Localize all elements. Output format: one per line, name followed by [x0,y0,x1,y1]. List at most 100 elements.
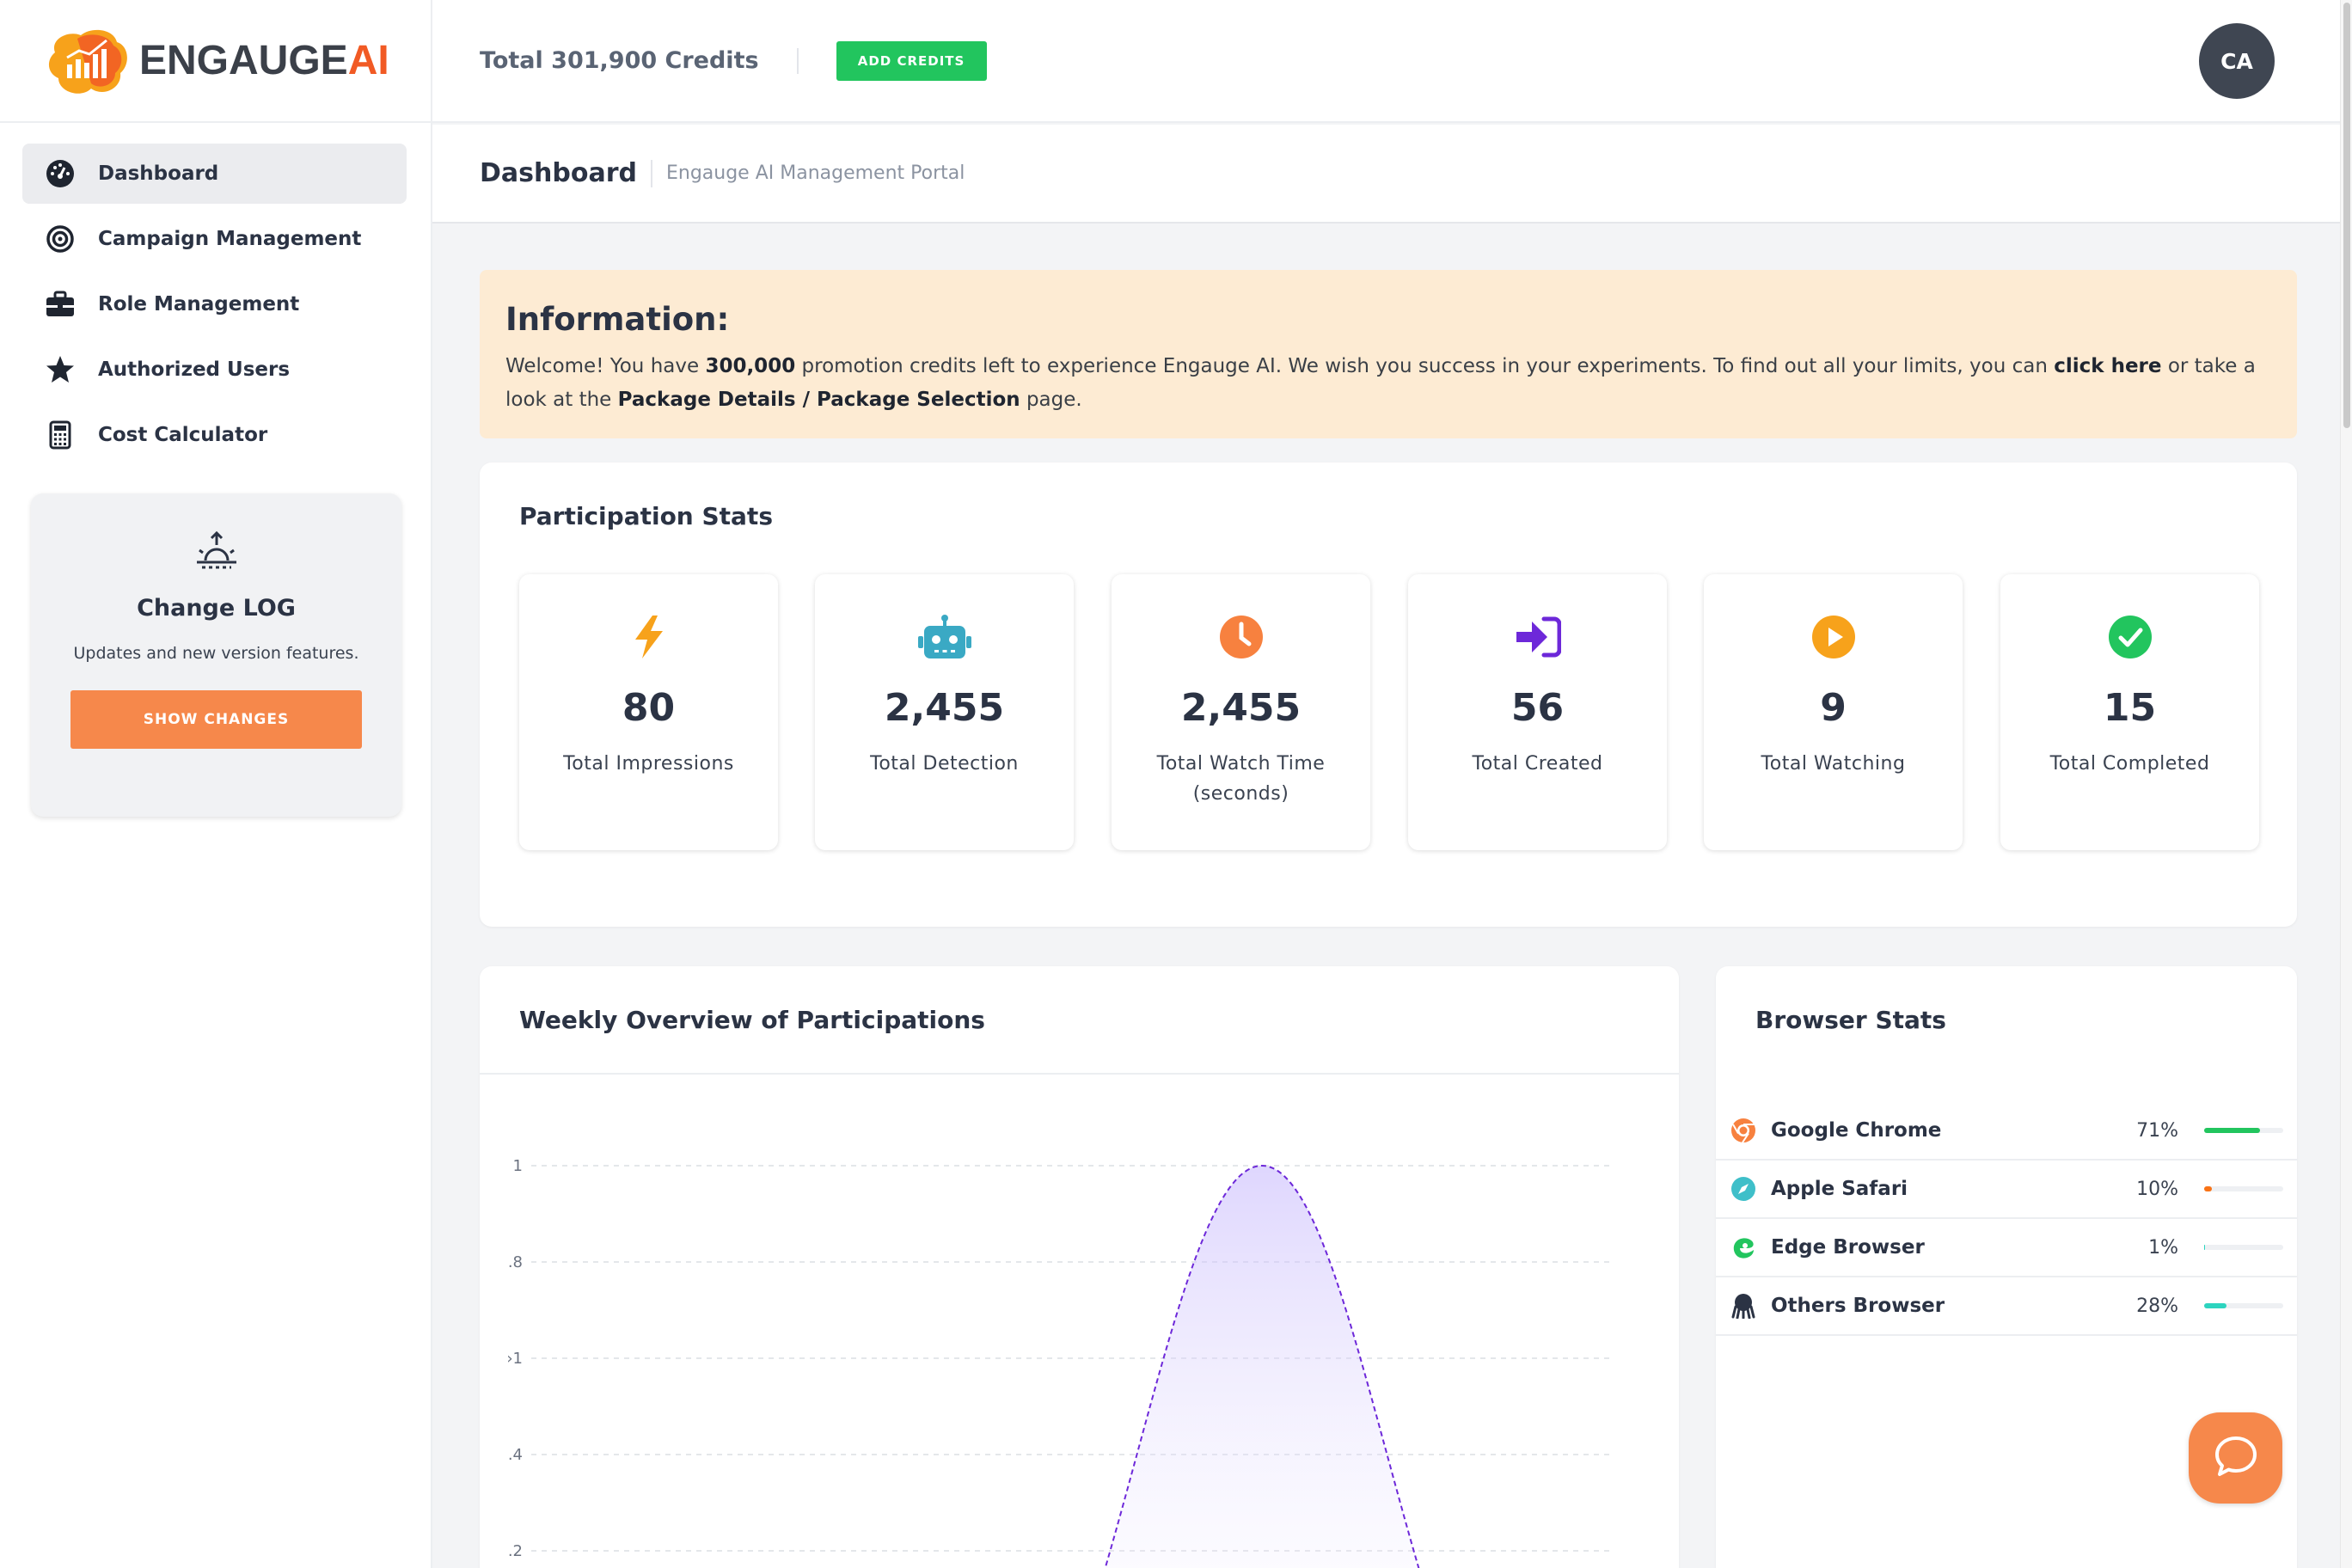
stat-total-created: 56 Total Created [1408,574,1667,850]
stat-value: 2,455 [884,686,1005,730]
header-divider [796,47,799,74]
calculator-icon [45,420,76,450]
browser-row-others: Others Browser 28% [1716,1277,2297,1336]
info-credits: 300,000 [705,355,796,377]
page-scrollbar[interactable] [2340,0,2352,1568]
stat-label: Total Created [1472,753,1603,775]
clock-icon [1112,612,1370,662]
stat-value: 80 [622,686,676,730]
sidebar-item-label: Authorized Users [98,358,291,381]
user-avatar[interactable]: CA [2199,23,2275,99]
info-text: Welcome! You have 300,000 promotion cred… [505,355,2256,411]
sidebar-item-authorized-users[interactable]: Authorized Users [22,340,407,400]
browser-stats-card: Browser Stats Google Chrome 71% Apple Sa… [1716,966,2297,1568]
weekly-overview-title: Weekly Overview of Participations [519,1006,985,1034]
lightning-icon [519,612,778,662]
browser-row-edge: Edge Browser 1% [1716,1219,2297,1277]
browser-progress-fill [2204,1128,2261,1133]
star-icon [45,354,76,385]
browser-percent: 28% [2136,1295,2178,1317]
sidebar-item-label: Dashboard [98,162,219,185]
browser-name: Edge Browser [1771,1236,1925,1259]
stat-total-detection: 2,455 Total Detection [815,574,1074,850]
info-heading: Information: [505,301,730,338]
sidebar-item-label: Cost Calculator [98,424,268,446]
y-tick-label: 1 [513,1157,523,1175]
weekly-overview-card: Weekly Overview of Participations 1 .8 ›1.… [480,966,1679,1568]
stat-total-watching: 9 Total Watching [1704,574,1963,850]
browser-stats-title: Browser Stats [1755,1006,1946,1034]
brand-name: ENGAUGEAI [139,38,389,83]
robot-icon [815,612,1074,662]
participation-stats-card: Participation Stats 80 Total Impressions… [480,462,2297,927]
brand-logo[interactable]: ENGAUGEAI [0,0,431,123]
click-here-link[interactable]: click here [2054,355,2162,377]
sidebar-item-label: Role Management [98,293,300,315]
sunrise-icon [31,531,401,574]
logo-mark-icon [43,27,132,95]
browser-progress-fill [2204,1186,2213,1191]
sidebar-item-cost-calculator[interactable]: Cost Calculator [22,405,407,465]
sign-in-icon [1408,612,1667,662]
browser-name: Others Browser [1771,1295,1945,1317]
stat-label: Total Watch Time (seconds) [1156,753,1326,805]
octopus-icon [1730,1292,1757,1320]
stat-label: Total Completed [2049,753,2210,775]
stat-total-watch-time: 2,455 Total Watch Time (seconds) [1112,574,1370,850]
sidebar: ENGAUGEAI Dashboard Campaign Management … [0,0,432,1568]
y-tick-label: .2 [508,1542,523,1560]
package-details-link[interactable]: Package Details / Package Selection [617,389,1020,411]
browser-name: Google Chrome [1771,1119,1942,1142]
browser-progress-track [2204,1303,2283,1308]
browser-name: Apple Safari [1771,1178,1908,1200]
browser-percent: 71% [2136,1119,2178,1142]
total-credits: Total 301,900 Credits [480,47,759,74]
stat-total-completed: 15 Total Completed [2000,574,2259,850]
y-tick-label: .4 [508,1446,523,1464]
card-divider [480,1073,1679,1075]
y-tick-label: ›1 [506,1350,523,1368]
weekly-overview-chart: 1 .8 ›1 .4 .2 [506,1157,1610,1568]
show-changes-button[interactable]: SHOW CHANGES [70,690,362,749]
y-tick-label: .8 [508,1253,523,1271]
briefcase-icon [45,289,76,320]
stat-value: 2,455 [1180,686,1302,730]
series-line [1104,1164,1420,1568]
page-header: Dashboard Engauge AI Management Portal [432,125,2352,224]
sidebar-item-label: Campaign Management [98,228,362,250]
changelog-card: Change LOG Updates and new version featu… [31,493,401,817]
scrollbar-thumb[interactable] [2343,3,2350,428]
browser-progress-track [2204,1128,2283,1133]
stat-label: Total Detection [870,753,1019,775]
browser-percent: 1% [2148,1236,2178,1259]
edge-icon [1730,1234,1757,1261]
chat-bubble-icon [2214,1435,2258,1481]
check-circle-icon [2000,612,2259,662]
browser-progress-fill [2204,1245,2205,1250]
stat-value: 9 [1820,686,1847,730]
series-area [1105,1166,1419,1568]
browser-progress-track [2204,1245,2283,1250]
participation-stats-title: Participation Stats [519,502,773,530]
dashboard-gauge-icon [45,158,76,189]
top-header: Total 301,900 Credits ADD CREDITS CA [432,0,2352,123]
add-credits-button[interactable]: ADD CREDITS [836,40,987,81]
chat-support-button[interactable] [2189,1412,2282,1504]
sidebar-nav: Dashboard Campaign Management Role Manag… [0,123,431,465]
sidebar-item-campaign-management[interactable]: Campaign Management [22,209,407,269]
stat-value: 15 [2103,686,2157,730]
browser-percent: 10% [2136,1178,2178,1200]
sidebar-item-dashboard[interactable]: Dashboard [22,144,407,204]
stat-label: Total Impressions [563,753,734,775]
page-title: Dashboard [480,158,637,188]
browser-progress-fill [2204,1303,2226,1308]
sidebar-item-role-management[interactable]: Role Management [22,274,407,334]
page-subtitle: Engauge AI Management Portal [665,162,965,184]
page-title-divider [650,159,652,187]
target-icon [45,224,76,254]
stat-label: Total Watching [1761,753,1906,775]
chrome-icon [1730,1117,1757,1144]
changelog-title: Change LOG [137,595,296,622]
stat-total-impressions: 80 Total Impressions [519,574,778,850]
stat-value: 56 [1510,686,1565,730]
